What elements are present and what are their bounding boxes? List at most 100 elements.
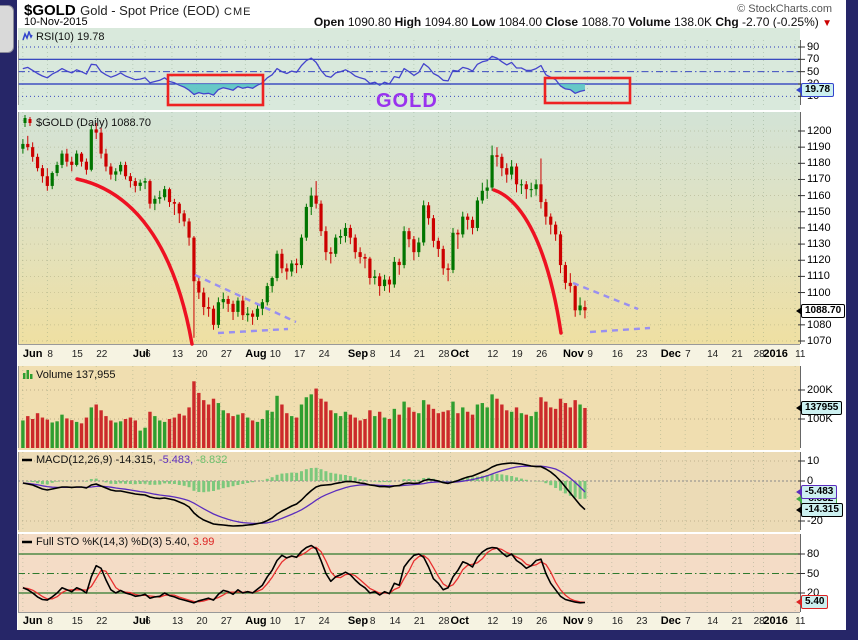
volume-value: 138.0K (673, 15, 713, 29)
x-tick-label: Jul (132, 348, 149, 360)
x-tick-label: Aug (245, 348, 267, 360)
x-tick-label: 27 (220, 349, 232, 360)
price-panel (18, 112, 800, 344)
x-tick-label: 10 (269, 616, 281, 627)
open-label: Open (313, 15, 345, 29)
price-axis-tick-label: 1160 (807, 189, 831, 202)
x-tick-label: 19 (511, 616, 523, 627)
rsi-label: RSI(10) 19.78 (36, 31, 105, 43)
x-tick-label: 26 (536, 616, 548, 627)
sto-name: Full STO %K(14,3) %D(3) 5.40, (36, 536, 190, 548)
sto-axis-tick-label: 80 (807, 548, 820, 560)
price-axis-tick-label: 1120 (807, 254, 831, 267)
price-axis-tick-label: 1110 (807, 270, 830, 283)
vol-axis-tick-label: 200K (807, 384, 833, 396)
x-tick-label: 13 (171, 616, 184, 627)
price-label-row: $GOLD (Daily) 1088.70 (22, 115, 151, 130)
x-tick-label: 15 (71, 349, 83, 360)
rsi-axis-tick-label: 70 (807, 53, 820, 66)
x-tick-label: 28 (438, 616, 450, 627)
x-tick-label: 2016 (763, 348, 788, 360)
high-value: 1094.80 (424, 15, 468, 29)
x-tick-label: 9 (587, 349, 593, 360)
rsi-axis-tick-label: 50 (807, 65, 820, 78)
x-tick-label: Jun (22, 348, 43, 360)
macd-axis-tick-label: 0 (807, 475, 814, 487)
exchange-label: CME (224, 6, 252, 18)
x-tick-label: 7 (685, 616, 691, 627)
macd-value-callout: -5.483 (795, 484, 838, 499)
x-tick-label: Aug (245, 615, 267, 627)
title-row: $GOLD Gold - Spot Price (EOD) CME (24, 2, 251, 20)
x-tick-label: 17 (294, 616, 306, 627)
x-axis-strip-lower (18, 612, 800, 630)
x-tick-label: 13 (171, 349, 184, 360)
x-tick-label: 23 (636, 349, 648, 360)
price-axis-tick-label: 1180 (807, 157, 831, 170)
sto-value-callout: 5.40 (795, 595, 829, 610)
x-tick-label: 11 (795, 616, 806, 627)
x-tick-label: 20 (196, 616, 208, 627)
chart-header: $GOLD Gold - Spot Price (EOD) CME © Stoc… (18, 0, 846, 29)
x-tick-label: Dec (660, 615, 681, 627)
stockcharts-copyright-link[interactable]: © StockCharts.com (737, 3, 832, 15)
volume-panel (18, 366, 800, 450)
macd-label-row: MACD(12,26,9) -14.315, -5.483, -8.832 (22, 454, 227, 467)
price-axis-tick-label: 1150 (807, 205, 831, 218)
macd-value: -14.315, (112, 454, 156, 466)
sto-axis-tick-label: 50 (807, 567, 820, 580)
sidebar-collapse-tab[interactable] (0, 5, 14, 53)
x-tick-label: 20 (196, 349, 208, 360)
price-axis-tick-label: 1200 (807, 125, 832, 137)
x-tick-label: 8 (369, 616, 376, 627)
x-tick-label: 28 (753, 616, 765, 627)
x-tick-label: Oct (450, 348, 469, 360)
line-indicator-icon (22, 537, 33, 549)
macd-value-callout: -14.315 (796, 502, 843, 517)
instrument-name: Gold - Spot Price (EOD) (80, 3, 220, 18)
x-tick-label: 15 (71, 616, 83, 627)
price-axis-tick-label: 1170 (807, 173, 831, 186)
change-label: Chg (715, 15, 739, 29)
x-tick-label: 24 (318, 616, 330, 627)
vol-axis-tick-label: 100K (807, 413, 833, 425)
x-tick-label: 17 (294, 349, 306, 360)
low-value: 1084.00 (498, 15, 543, 29)
macd-axis-tick-label: -20 (807, 515, 823, 527)
x-tick-label: 8 (47, 616, 53, 627)
close-label: Close (545, 15, 579, 29)
change-value: -2.70 (-0.25%) (742, 15, 819, 29)
volume-panel-label: Volume 137,955 (36, 369, 116, 381)
x-tick-label: 9 (587, 616, 593, 627)
x-tick-label: 28 (753, 349, 765, 360)
x-tick-label: Sep (347, 348, 369, 360)
x-tick-label: 24 (318, 349, 330, 360)
high-label: High (394, 15, 422, 29)
x-tick-label: 22 (96, 349, 108, 360)
rsi-axis-tick-label: 90 (807, 41, 820, 53)
x-tick-label: 21 (413, 616, 425, 627)
price-axis-tick-label: 1140 (807, 221, 831, 234)
volume-label: Volume (628, 15, 671, 29)
x-tick-label: 21 (731, 349, 743, 360)
x-tick-label: 14 (389, 616, 401, 627)
price-axis-tick-label: 1070 (807, 335, 832, 347)
rsi-indicator-icon (22, 29, 33, 44)
price-axis-tick-label: 1080 (807, 318, 832, 331)
x-tick-label: 22 (96, 616, 108, 627)
x-tick-label: Dec (660, 348, 681, 360)
low-label: Low (471, 15, 496, 29)
x-tick-label: 26 (536, 349, 548, 360)
candlestick-chart-icon (22, 115, 33, 130)
price-label: $GOLD (Daily) 1088.70 (36, 117, 151, 129)
ticker-symbol: $GOLD (24, 2, 76, 19)
ohlc-quote-row: Open 1090.80 High 1094.80 Low 1084.00 Cl… (314, 15, 832, 29)
price-axis-tick-label: 1190 (807, 141, 831, 154)
macd-hist-value: -8.832 (193, 454, 228, 466)
price-axis-tick-label: 1100 (807, 286, 831, 299)
sto-d-value: 3.99 (189, 536, 215, 548)
volume-label-row: Volume 137,955 (22, 369, 116, 382)
x-tick-label: 8 (369, 349, 376, 360)
x-tick-label: Nov (562, 348, 584, 360)
